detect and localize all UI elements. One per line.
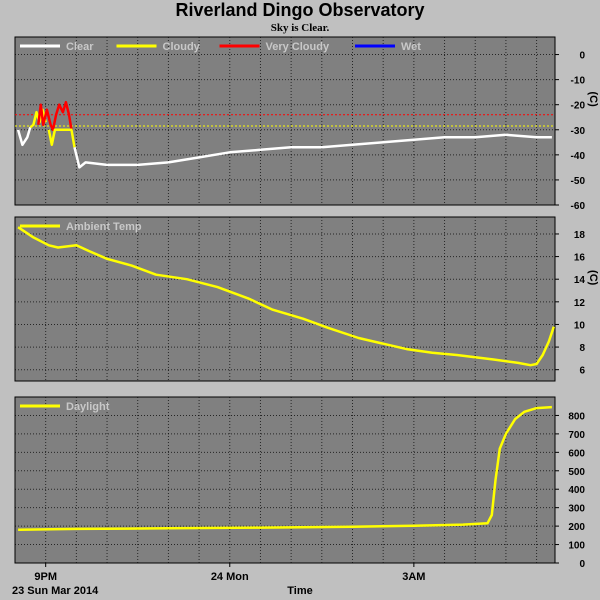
x-tick-label: 24 Mon	[211, 571, 249, 583]
y-tick-label: -60	[571, 201, 586, 212]
y-tick-label: 8	[579, 343, 585, 354]
legend-label: Cloudy	[163, 41, 201, 53]
time-axis-label: Time	[287, 585, 313, 597]
y-tick-label: 800	[568, 411, 585, 422]
date-label: 23 Sun Mar 2014	[12, 585, 99, 597]
y-tick-label: 100	[568, 541, 585, 552]
legend-label: Wet	[401, 41, 421, 53]
x-tick-label: 3AM	[402, 571, 425, 583]
y-tick-label: 16	[574, 253, 586, 264]
plot-area-1	[14, 36, 556, 206]
y-tick-label: 0	[579, 51, 585, 62]
page-title: Riverland Dingo Observatory	[175, 0, 425, 20]
y-axis-label: (C)	[587, 92, 599, 108]
series-line	[17, 226, 555, 367]
y-tick-label: 18	[574, 230, 586, 241]
y-tick-label: -50	[571, 176, 586, 187]
y-axis-label: (C)	[587, 270, 599, 286]
plot-area-2	[14, 216, 556, 382]
series-line	[16, 126, 32, 147]
plot-area-3	[14, 396, 556, 564]
series-line	[73, 133, 552, 169]
y-tick-label: 200	[568, 522, 585, 533]
legend-label: Clear	[66, 41, 94, 53]
y-tick-label: 12	[574, 298, 586, 309]
y-tick-label: 600	[568, 448, 585, 459]
y-tick-label: -30	[571, 126, 586, 137]
y-tick-label: 6	[579, 366, 585, 377]
y-tick-label: 14	[574, 275, 586, 286]
sky-status: Sky is Clear.	[270, 22, 330, 34]
y-tick-label: 0	[579, 559, 585, 570]
y-tick-label: 500	[568, 467, 585, 478]
y-tick-label: 400	[568, 485, 585, 496]
y-tick-label: 10	[574, 320, 586, 331]
y-tick-label: -10	[571, 76, 586, 87]
legend-label: Daylight	[66, 401, 110, 413]
legend-label: Very Cloudy	[266, 41, 330, 53]
y-tick-label: 300	[568, 504, 585, 515]
series-line	[37, 100, 73, 132]
x-tick-label: 9PM	[34, 571, 57, 583]
y-tick-label: -20	[571, 101, 586, 112]
y-tick-label: -40	[571, 151, 586, 162]
series-line	[18, 405, 552, 532]
y-tick-label: 700	[568, 430, 585, 441]
series-line	[47, 128, 76, 148]
legend-label: Ambient Temp	[66, 221, 142, 233]
